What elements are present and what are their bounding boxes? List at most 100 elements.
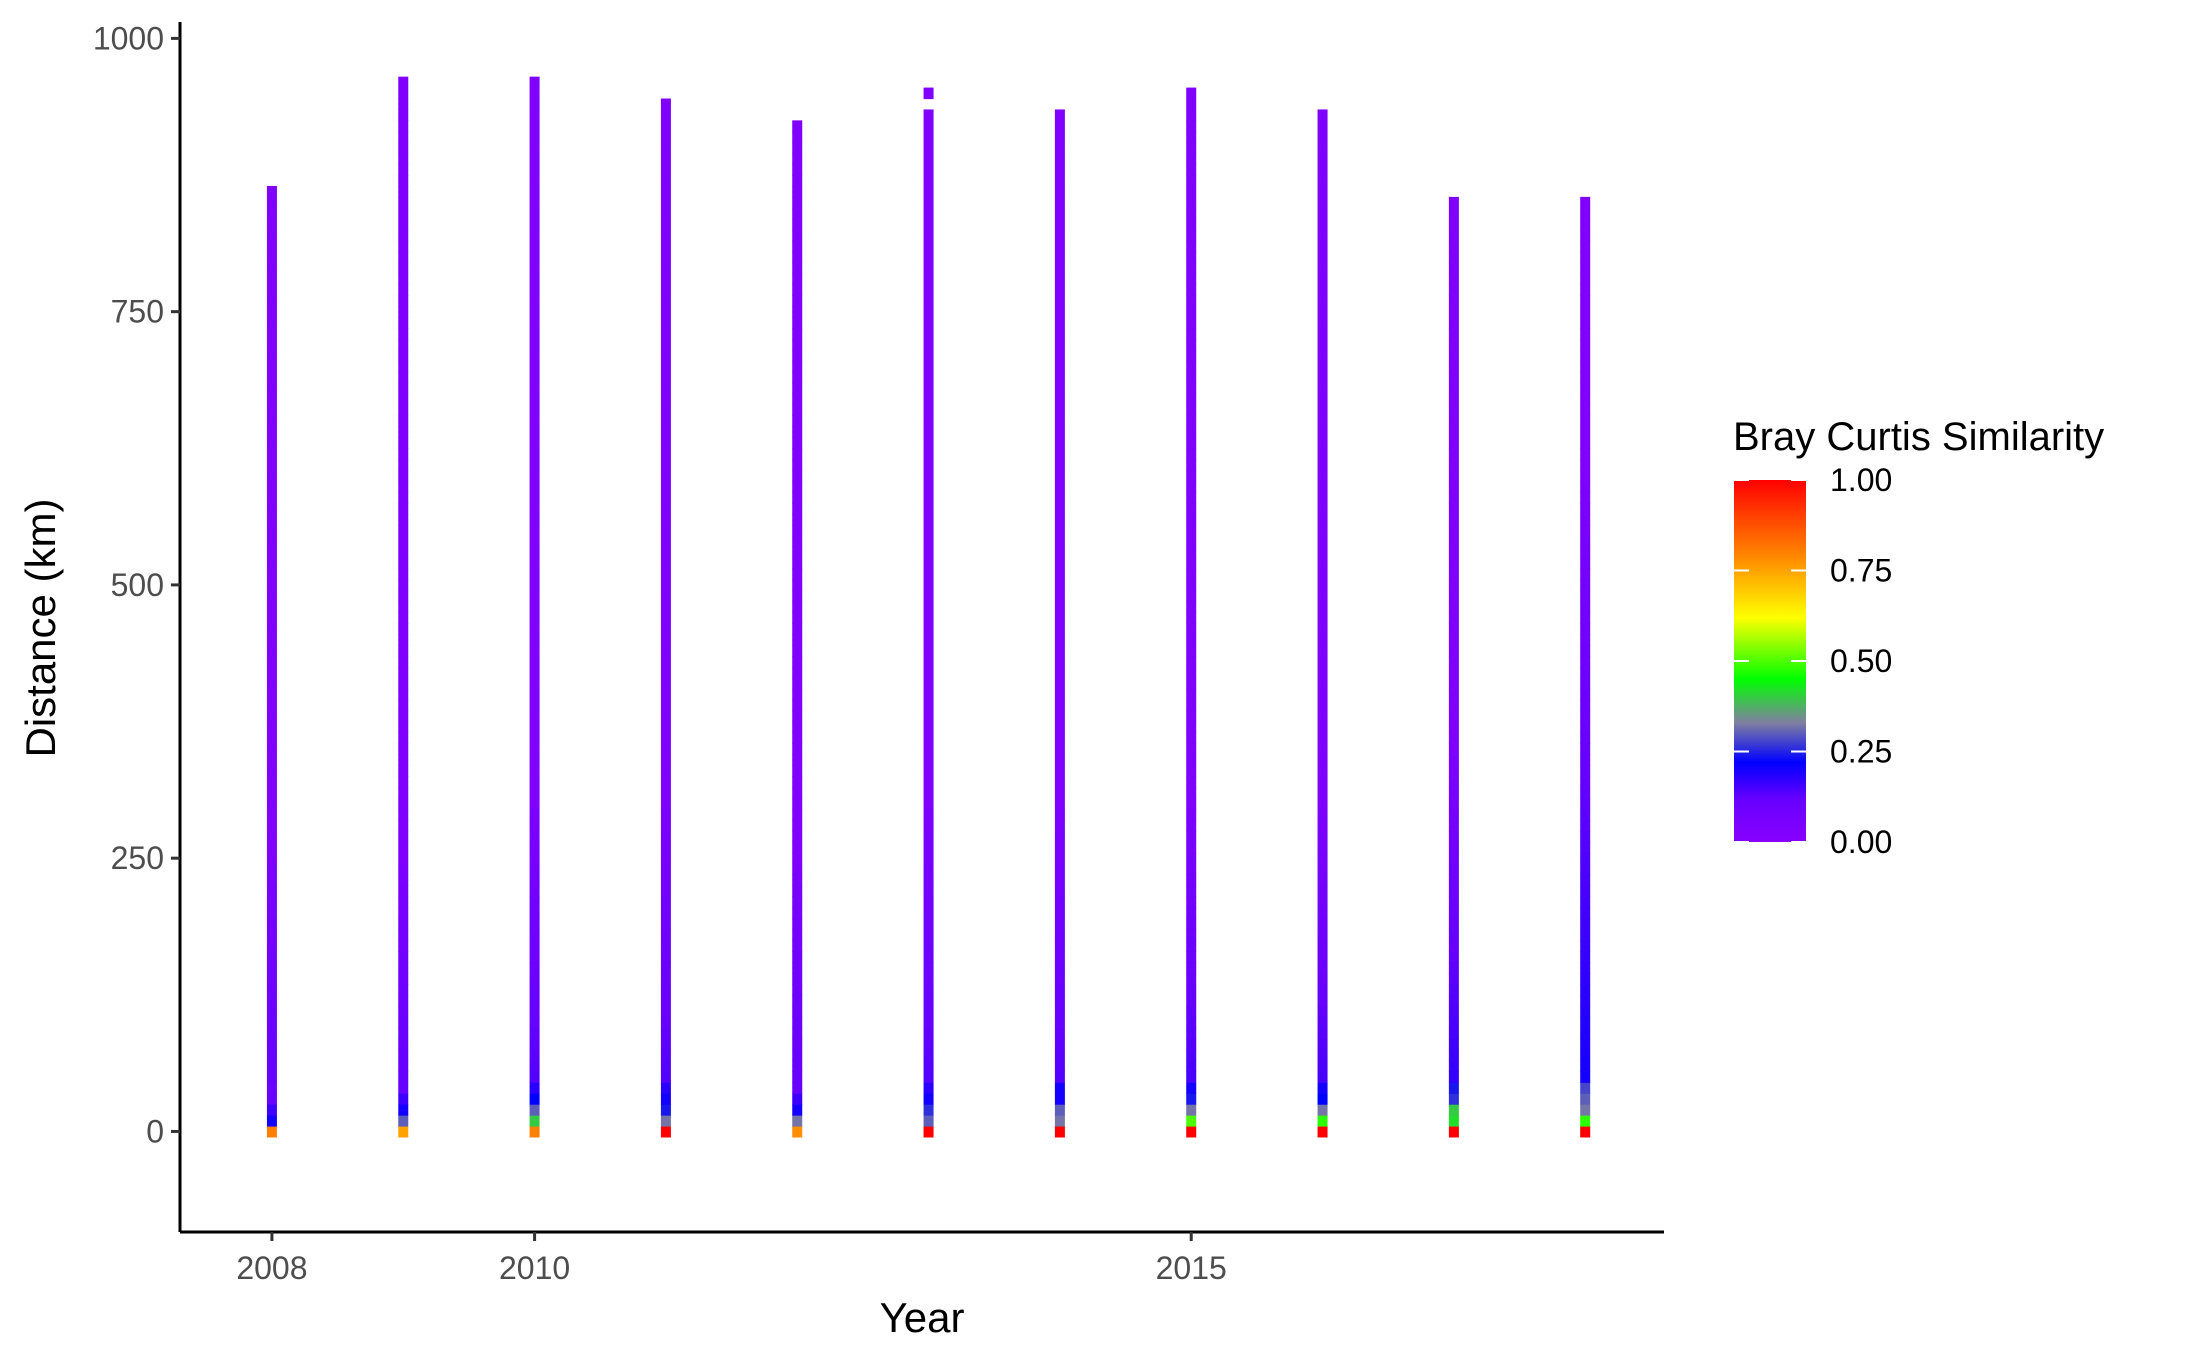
heat-tile (398, 371, 409, 384)
heat-tile (1186, 983, 1197, 996)
heat-tile (398, 765, 409, 777)
heat-tile (1054, 295, 1065, 307)
heat-tile (923, 918, 934, 930)
heat-tile (1054, 131, 1065, 143)
heat-tile (1448, 677, 1459, 690)
heat-tile (792, 218, 803, 231)
heat-tile (792, 765, 803, 777)
heat-tile (660, 819, 671, 832)
heat-tile (1186, 207, 1197, 220)
heat-tile (923, 426, 934, 438)
heat-tile (529, 940, 540, 952)
heat-tile (398, 568, 409, 581)
heat-tile (923, 437, 934, 449)
heat-tile (923, 754, 934, 766)
heat-tile (923, 164, 934, 176)
heat-tile (1580, 1005, 1591, 1018)
y-tick-label: 1000 (93, 20, 164, 56)
heat-tile (1054, 1038, 1065, 1051)
heat-tile (1448, 492, 1459, 504)
heat-tile (792, 306, 803, 318)
heat-tile (792, 1093, 803, 1105)
heat-tile (1054, 164, 1065, 176)
heat-tile (660, 1016, 671, 1029)
heat-tile (1580, 1027, 1591, 1040)
heat-tile (1448, 524, 1459, 537)
heat-tile (660, 983, 671, 996)
heat-tile (660, 470, 671, 482)
heat-tile (529, 404, 540, 417)
heat-tile (1186, 677, 1197, 690)
x-tick-label: 2015 (1156, 1250, 1227, 1286)
heat-tile (529, 273, 540, 285)
heat-tile (398, 513, 409, 526)
heat-tile (1448, 1038, 1459, 1051)
heat-tile (923, 830, 934, 843)
heat-tile (923, 142, 934, 154)
heat-tile (398, 677, 409, 690)
heat-tile (792, 754, 803, 766)
heat-tile (660, 929, 671, 941)
heat-tile (1054, 972, 1065, 985)
heat-tile (923, 721, 934, 734)
heat-tile (1186, 568, 1197, 581)
heat-tile (660, 426, 671, 438)
heat-tile (1448, 721, 1459, 734)
heat-tile (1580, 907, 1591, 919)
heat-tile (923, 1016, 934, 1029)
heat-tile (398, 896, 409, 908)
heat-tile (1186, 196, 1197, 209)
heat-tile (266, 306, 277, 318)
heat-tile (1317, 164, 1328, 176)
heat-tile (266, 1027, 277, 1040)
heat-tile (1580, 754, 1591, 766)
heat-tile (660, 634, 671, 646)
heat-tile (266, 251, 277, 264)
heat-tile (792, 962, 803, 974)
heat-tile (1448, 951, 1459, 963)
heat-tile (660, 962, 671, 974)
heat-tile (923, 798, 934, 810)
heat-tile (660, 404, 671, 417)
heat-tile (923, 513, 934, 526)
y-tick-label: 750 (111, 294, 164, 330)
heat-tile (923, 677, 934, 690)
heat-tile (792, 251, 803, 264)
heat-tile (1317, 972, 1328, 985)
heat-tile (1317, 830, 1328, 843)
heat-tile (1448, 874, 1459, 887)
heat-tile (1186, 666, 1197, 679)
heat-tile (266, 207, 277, 220)
heat-tile (923, 1115, 934, 1127)
heat-tile (398, 787, 409, 799)
heat-tile (923, 185, 934, 198)
heat-tile (1317, 765, 1328, 777)
heat-tile (1054, 109, 1065, 121)
heat-tile (923, 131, 934, 143)
heat-tile (660, 459, 671, 471)
heat-tile (529, 426, 540, 438)
heat-tile (792, 907, 803, 919)
heat-tile (923, 710, 934, 723)
heat-tile (1448, 1060, 1459, 1072)
heat-tile (1186, 513, 1197, 526)
heat-tile (1054, 262, 1065, 274)
heat-tile (529, 142, 540, 154)
heat-tile (1186, 1049, 1197, 1061)
heat-tile (1448, 710, 1459, 723)
heat-tile (1317, 962, 1328, 974)
heat-tile (1054, 1060, 1065, 1072)
heat-tile (398, 131, 409, 143)
heat-tile (1054, 830, 1065, 843)
heat-tile (1317, 546, 1328, 559)
heat-tile (1186, 994, 1197, 1007)
heat-tile (1054, 623, 1065, 635)
heat-tile (398, 328, 409, 340)
legend-ticks: 0.00 0.25 0.50 0.75 1.00 (1734, 462, 1892, 860)
heat-tile (1448, 972, 1459, 985)
heat-tile (1317, 207, 1328, 220)
heat-tile (1186, 798, 1197, 810)
heat-tile (1054, 1104, 1065, 1116)
heat-tile (1580, 655, 1591, 668)
heat-tile (1054, 1071, 1065, 1083)
